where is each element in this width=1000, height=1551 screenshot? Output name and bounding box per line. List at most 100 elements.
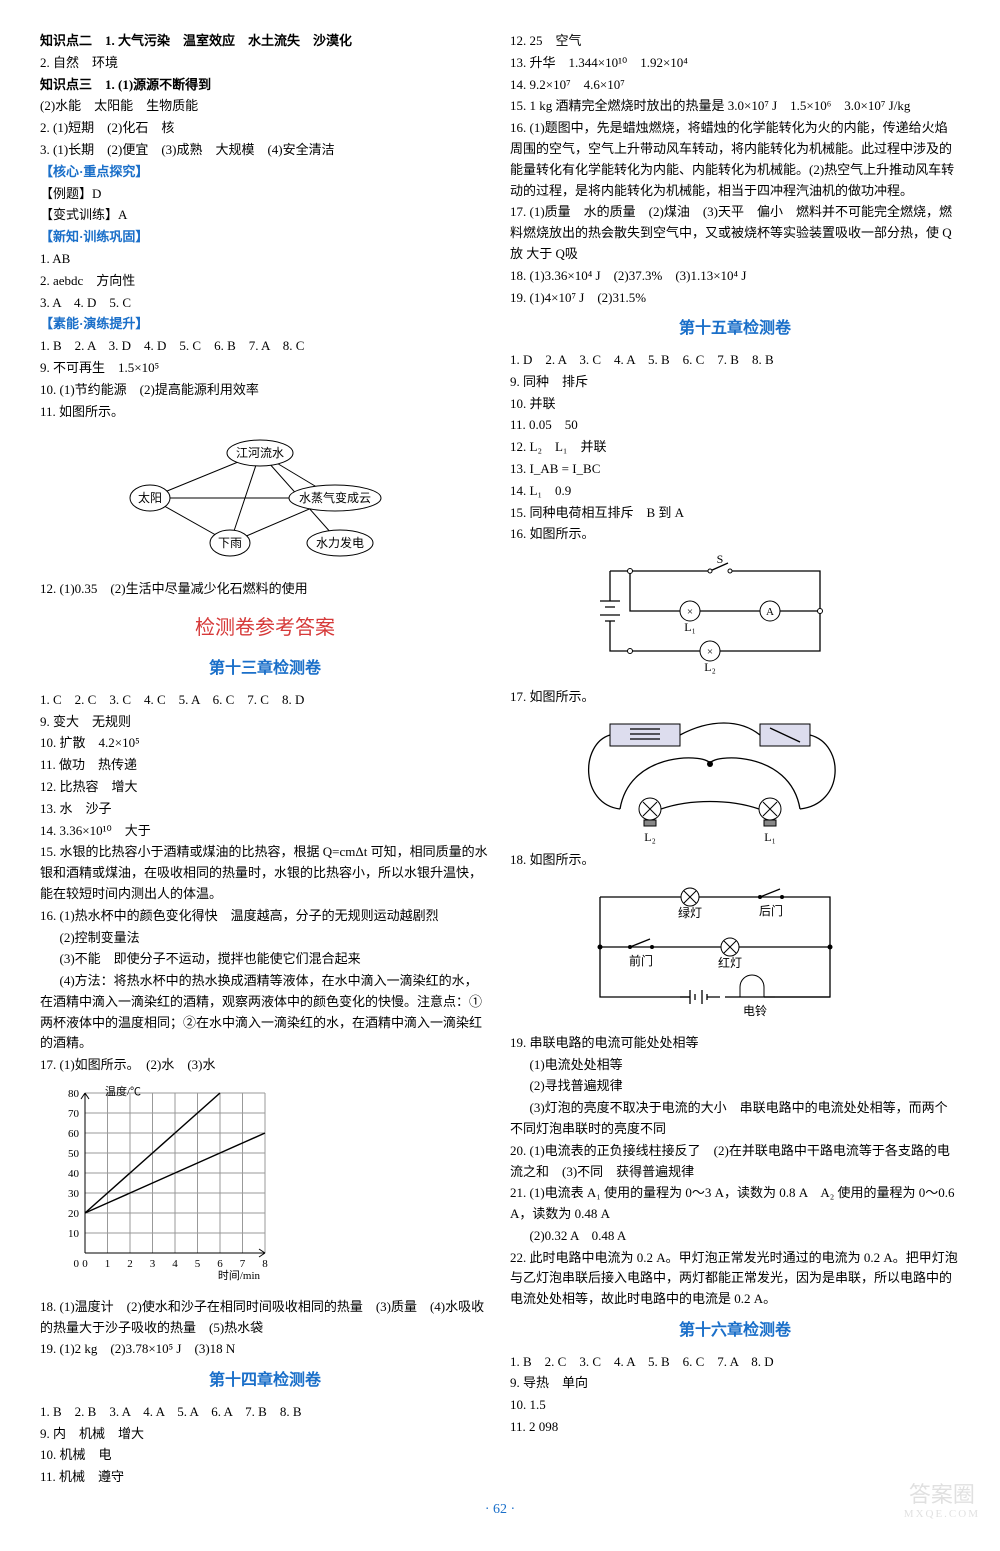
text-line: (3)不能 即使分子不运动，搅拌也能使它们混合起来 <box>40 949 490 970</box>
circuit-diagram-16: S×L₁A×L₂ <box>570 551 850 681</box>
text-line: 1. C 2. C 3. C 4. C 5. A 6. C 7. C 8. D <box>40 690 490 711</box>
chapter-title: 第十三章检测卷 <box>40 656 490 682</box>
chapter-title: 第十四章检测卷 <box>40 1368 490 1394</box>
left-column: 知识点二 1. 大气污染 温室效应 水土流失 沙漠化 2. 自然 环境 知识点三… <box>40 30 490 1489</box>
chapter-title: 第十六章检测卷 <box>510 1318 960 1344</box>
text-line: 18. 如图所示。 <box>510 850 960 871</box>
svg-text:L₁: L₁ <box>764 830 776 844</box>
svg-text:前门: 前门 <box>629 953 653 968</box>
svg-text:0: 0 <box>74 1258 80 1270</box>
text-line: (2)水能 太阳能 生物质能 <box>40 96 490 117</box>
svg-text:30: 30 <box>68 1188 80 1200</box>
svg-text:20: 20 <box>68 1208 80 1220</box>
svg-text:50: 50 <box>68 1148 80 1160</box>
svg-text:L₁: L₁ <box>684 620 696 634</box>
text-line: (2)寻找普遍规律 <box>510 1076 960 1097</box>
chapter-title: 第十五章检测卷 <box>510 316 960 342</box>
svg-text:下雨: 下雨 <box>218 536 242 550</box>
text-line: 9. 同种 排斥 <box>510 372 960 393</box>
svg-text:×: × <box>687 606 693 618</box>
line-chart-q17: 0123456781020304050607080温度/℃时间/min0 <box>40 1083 280 1283</box>
svg-text:5: 5 <box>195 1258 201 1270</box>
watermark-big: 答案圈 <box>904 1482 980 1508</box>
text-line: 11. 0.05 50 <box>510 415 960 436</box>
right-column: 12. 25 空气 13. 升华 1.344×10¹⁰ 1.92×10⁴ 14.… <box>510 30 960 1489</box>
svg-text:绿灯: 绿灯 <box>678 905 702 920</box>
text-line: 9. 内 机械 增大 <box>40 1424 490 1445</box>
svg-text:80: 80 <box>68 1088 80 1100</box>
text-line: 1. B 2. A 3. D 4. D 5. C 6. B 7. A 8. C <box>40 336 490 357</box>
text-line: 20. (1)电流表的正负接线柱接反了 (2)在并联电路中干路电流等于各支路的电… <box>510 1141 960 1183</box>
svg-text:太阳: 太阳 <box>138 490 162 505</box>
text-line: 22. 此时电路中电流为 0.2 A。甲灯泡正常发光时通过的电流为 0.2 A。… <box>510 1248 960 1310</box>
text-line: 11. 如图所示。 <box>40 402 490 423</box>
text-line: 【变式训练】A <box>40 205 490 226</box>
text-line: 16. (1)热水杯中的颜色变化得快 温度越高，分子的无规则运动越剧烈 <box>40 906 490 927</box>
text-line: 10. 扩散 4.2×10⁵ <box>40 733 490 754</box>
text-line: 2. (1)短期 (2)化石 核 <box>40 118 490 139</box>
text-line: 11. 2 098 <box>510 1417 960 1438</box>
text-line: 11. 做功 热传递 <box>40 755 490 776</box>
text-line: 14. 3.36×10¹⁰ 大于 <box>40 821 490 842</box>
circuit-diagram-17: L₂ L₁ <box>560 714 860 844</box>
text-line: 15. 同种电荷相互排斥 B 到 A <box>510 503 960 524</box>
svg-text:江河流水: 江河流水 <box>236 446 284 460</box>
text-line: 12. (1)0.35 (2)生活中尽量减少化石燃料的使用 <box>40 579 490 600</box>
section-heading: 【新知·训练巩固】 <box>40 227 490 248</box>
text-line: 10. 并联 <box>510 394 960 415</box>
text-line: 1. D 2. A 3. C 4. A 5. B 6. C 7. B 8. B <box>510 350 960 371</box>
svg-text:10: 10 <box>68 1228 80 1240</box>
text-line: 9. 变大 无规则 <box>40 712 490 733</box>
svg-text:7: 7 <box>240 1258 246 1270</box>
text-line: 2. aebdc 方向性 <box>40 271 490 292</box>
text-line: 1. AB <box>40 249 490 270</box>
circuit-diagram-18: 绿灯后门前门红灯电铃 <box>560 877 860 1027</box>
svg-text:水力发电: 水力发电 <box>316 535 364 550</box>
svg-text:40: 40 <box>68 1168 80 1180</box>
svg-text:4: 4 <box>172 1258 178 1270</box>
text-line: 11. 机械 遵守 <box>40 1467 490 1488</box>
svg-text:2: 2 <box>127 1258 133 1270</box>
text-line: 知识点二 1. 大气污染 温室效应 水土流失 沙漠化 <box>40 31 490 52</box>
svg-text:A: A <box>766 606 774 618</box>
text-line: 13. I_AB = I_BC <box>510 459 960 480</box>
text-line: 13. 水 沙子 <box>40 799 490 820</box>
section-heading: 【核心·重点探究】 <box>40 162 490 183</box>
text-line: (3)灯泡的亮度不取决于电流的大小 串联电路中的电流处处相等，而两个不同灯泡串联… <box>510 1098 960 1140</box>
svg-text:后门: 后门 <box>759 903 783 918</box>
text-line: 15. 1 kg 酒精完全燃烧时放出的热量是 3.0×10⁷ J 1.5×10⁶… <box>510 96 960 117</box>
text-line: 12. 比热容 增大 <box>40 777 490 798</box>
text-line: (2)0.32 A 0.48 A <box>510 1226 960 1247</box>
text-line: 【例题】D <box>40 184 490 205</box>
text-line: 12. L₂ L₁ 并联 <box>510 437 960 458</box>
text-line: 17. 如图所示。 <box>510 687 960 708</box>
text-line: 16. 如图所示。 <box>510 524 960 545</box>
svg-text:L₂: L₂ <box>644 830 656 844</box>
svg-text:6: 6 <box>217 1258 223 1270</box>
text-line: 10. 机械 电 <box>40 1445 490 1466</box>
section-title: 检测卷参考答案 <box>40 612 490 644</box>
text-line: 13. 升华 1.344×10¹⁰ 1.92×10⁴ <box>510 53 960 74</box>
text-line: 16. (1)题图中，先是蜡烛燃烧，将蜡烛的化学能转化为火的内能，传递给火焰周围… <box>510 118 960 201</box>
text-line: 18. (1)温度计 (2)使水和沙子在相同时间吸收相同的热量 (3)质量 (4… <box>40 1297 490 1339</box>
page-number-value: 62 <box>493 1502 507 1517</box>
text-line: 知识点三 1. (1)源源不断得到 <box>40 75 490 96</box>
text-line: 14. L₁ 0.9 <box>510 481 960 502</box>
text-line: 9. 不可再生 1.5×10⁵ <box>40 358 490 379</box>
svg-text:红灯: 红灯 <box>718 955 742 970</box>
text-line: 19. (1)2 kg (2)3.78×10⁵ J (3)18 N <box>40 1339 490 1360</box>
svg-text:1: 1 <box>105 1258 111 1270</box>
text-line: (2)控制变量法 <box>40 928 490 949</box>
text-line: 2. 自然 环境 <box>40 53 490 74</box>
svg-text:S: S <box>717 552 724 566</box>
text-line: 17. (1)质量 水的质量 (2)煤油 (3)天平 偏小 燃料并不可能完全燃烧… <box>510 202 960 264</box>
text-line: 9. 导热 单向 <box>510 1373 960 1394</box>
section-heading: 【素能·演练提升】 <box>40 314 490 335</box>
text-line: 14. 9.2×10⁷ 4.6×10⁷ <box>510 75 960 96</box>
text-line: 1. B 2. C 3. C 4. A 5. B 6. C 7. A 8. D <box>510 1352 960 1373</box>
text-line: 18. (1)3.36×10⁴ J (2)37.3% (3)1.13×10⁴ J <box>510 266 960 287</box>
svg-text:3: 3 <box>150 1258 156 1270</box>
svg-text:水蒸气变成云: 水蒸气变成云 <box>299 490 371 505</box>
watermark: 答案圈 MXQE.COM <box>904 1482 980 1522</box>
page-two-column: 知识点二 1. 大气污染 温室效应 水土流失 沙漠化 2. 自然 环境 知识点三… <box>40 30 960 1489</box>
